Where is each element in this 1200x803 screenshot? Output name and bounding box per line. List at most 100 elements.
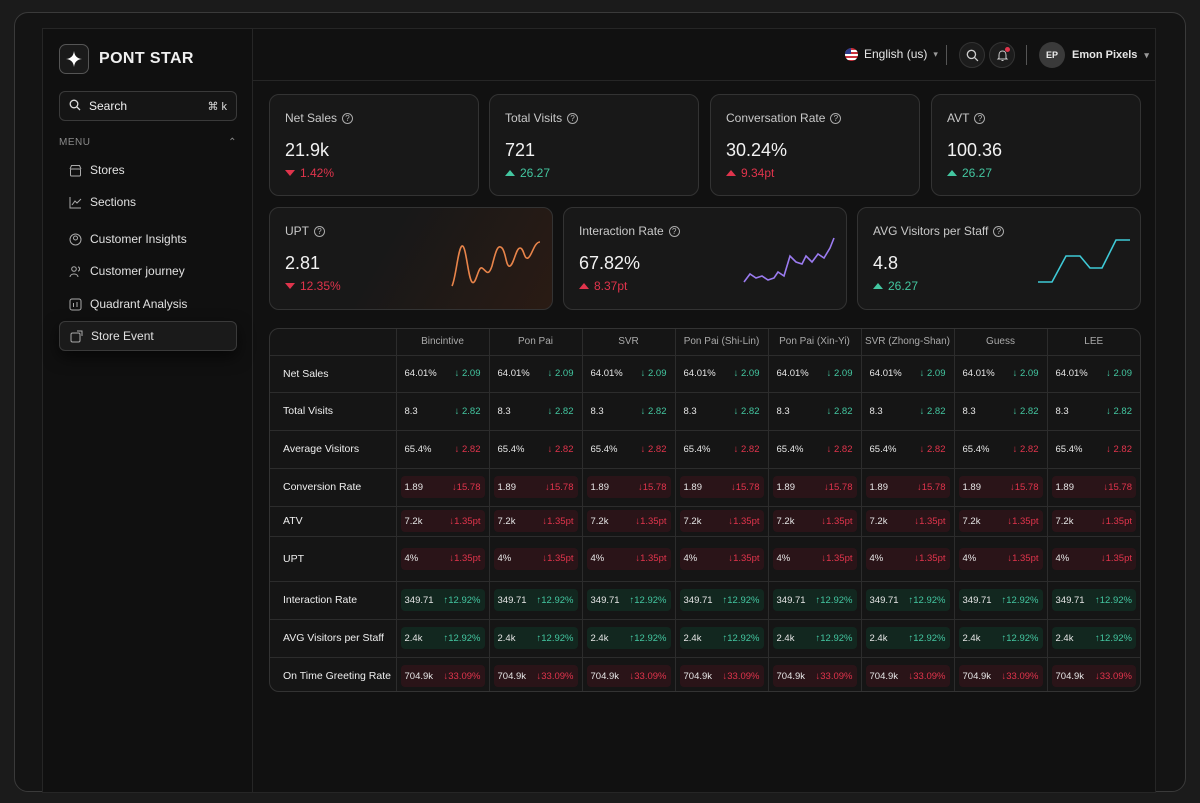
kpi-title: Conversation Rate <box>726 111 826 125</box>
metric-cell: 704.9k ↓33.09% <box>865 665 950 688</box>
table-column-header[interactable]: Guess <box>954 329 1048 356</box>
menu-section-header[interactable]: MENU ⌃ <box>59 137 237 148</box>
cell-value: 1.89 <box>1055 481 1075 493</box>
help-icon[interactable]: ? <box>993 225 1005 237</box>
sidebar-item-stores[interactable]: Stores <box>59 155 237 185</box>
kpi-delta: 26.27 <box>888 279 919 293</box>
cell-value: 4% <box>590 553 605 564</box>
cell-delta: ↓ 2.82 <box>1012 443 1039 455</box>
table-cell: 64.01% ↓ 2.09 <box>582 355 676 393</box>
chevron-down-icon: ▾ <box>933 48 938 59</box>
sidebar-item-sections[interactable]: Sections <box>59 187 237 217</box>
store-icon <box>68 163 82 177</box>
table-cell: 64.01% ↓ 2.09 <box>954 355 1048 393</box>
metric-cell: 4% ↓1.35pt <box>958 547 1043 570</box>
table-row: Interaction Rate 349.71 ↑12.92% 349.71 ↑12.9… <box>270 581 1140 620</box>
cell-value: 1.89 <box>404 481 424 493</box>
cell-value: 4% <box>962 553 977 564</box>
kpi-card-avt[interactable]: AVT? 100.36 26.27 <box>931 94 1141 196</box>
cell-delta: ↓ 2.09 <box>1106 368 1132 379</box>
user-menu[interactable]: EP Emon Pixels ▾ <box>1039 42 1149 68</box>
kpi-card-upt[interactable]: UPT? 2.81 12.35% <box>269 207 553 310</box>
kpi-card-avg-visitors-per-staff[interactable]: AVG Visitors per Staff? 4.8 26.27 <box>857 207 1141 310</box>
language-label: English (us) <box>864 47 928 61</box>
cell-delta: ↓15.78 <box>451 481 481 493</box>
sidebar-item-label: Quadrant Analysis <box>90 297 188 311</box>
row-label: Average Visitors <box>270 430 397 469</box>
cell-delta: ↓1.35pt <box>728 515 760 527</box>
table-column-header[interactable]: Bincintive <box>396 329 490 356</box>
notifications-button[interactable] <box>989 42 1015 68</box>
table-cell: 65.4% ↓ 2.82 <box>675 430 769 469</box>
cell-delta: ↓ 2.82 <box>1106 443 1132 455</box>
row-label: Net Sales <box>270 355 397 393</box>
help-icon[interactable]: ? <box>567 112 579 124</box>
kpi-card-conversation-rate[interactable]: Conversation Rate? 30.24% 9.34pt <box>710 94 920 196</box>
table-cell: 704.9k ↓33.09% <box>768 657 862 691</box>
cell-delta: ↓33.09% <box>629 670 667 682</box>
cell-value: 2.4k <box>497 632 516 644</box>
table-column-header[interactable]: Pon Pai (Xin-Yi) <box>768 329 862 356</box>
metric-cell: 1.89 ↓15.78 <box>400 476 485 498</box>
cell-delta: ↑12.92% <box>908 594 946 606</box>
table-cell: 4% ↓1.35pt <box>954 536 1048 582</box>
sidebar-item-label: Sections <box>90 195 137 209</box>
metric-cell: 4% ↓1.35pt <box>679 547 764 570</box>
cell-value: 8.3 <box>683 405 697 417</box>
cell-value: 349.71 <box>776 594 806 606</box>
cell-delta: ↑12.92% <box>443 632 481 644</box>
sidebar-item-store-event[interactable]: Store Event <box>59 321 237 351</box>
help-icon[interactable]: ? <box>314 225 325 237</box>
event-icon <box>69 329 83 343</box>
metric-cell: 349.71 ↑12.92% <box>865 589 950 611</box>
kpi-card-interaction-rate[interactable]: Interaction Rate? 67.82% 8.37pt <box>563 207 847 310</box>
metric-cell: 704.9k ↓33.09% <box>493 665 578 688</box>
table-column-header[interactable]: Pon Pai (Shi-Lin) <box>675 329 769 356</box>
sparkline-avg-visitors <box>1038 239 1130 283</box>
kpi-value: 30.24% <box>726 140 788 160</box>
search-input[interactable]: Search ⌘ k <box>59 91 237 121</box>
cell-value: 65.4% <box>962 443 990 455</box>
kpi-card-total-visits[interactable]: Total Visits? 721 26.27 <box>489 94 699 196</box>
metric-cell: 2.4k ↑12.92% <box>772 627 857 649</box>
metric-cell: 2.4k ↑12.92% <box>493 627 578 649</box>
metric-cell: 65.4% ↓ 2.82 <box>1052 438 1137 460</box>
table-cell: 65.4% ↓ 2.82 <box>396 430 490 469</box>
kpi-value: 100.36 <box>947 140 1003 160</box>
sidebar-item-quadrant-analysis[interactable]: Quadrant Analysis <box>59 289 237 319</box>
table-column-header[interactable]: LEE <box>1047 329 1140 356</box>
cell-delta: ↓1.35pt <box>1007 553 1039 564</box>
metric-cell: 8.3 ↓ 2.82 <box>680 400 764 422</box>
language-selector[interactable]: English (us) ▾ <box>845 47 938 61</box>
help-icon[interactable]: ? <box>668 225 680 237</box>
metric-cell: 349.71 ↑12.92% <box>586 589 671 611</box>
cell-value: 65.4% <box>683 443 711 455</box>
search-button[interactable] <box>959 42 985 68</box>
metric-cell: 65.4% ↓ 2.82 <box>773 438 857 460</box>
cell-value: 8.3 <box>962 405 976 417</box>
kpi-delta: 26.27 <box>520 166 551 180</box>
metric-cell: 7.2k ↓1.35pt <box>772 510 857 532</box>
metric-cell: 7.2k ↓1.35pt <box>1051 510 1136 532</box>
cell-value: 7.2k <box>1055 515 1074 527</box>
brand-logo[interactable]: PONT STAR <box>59 44 194 74</box>
metric-cell: 1.89 ↓15.78 <box>958 476 1043 498</box>
cell-value: 4% <box>1055 553 1070 564</box>
help-icon[interactable]: ? <box>342 112 354 124</box>
sidebar-item-customer-insights[interactable]: Customer Insights <box>59 224 237 254</box>
help-icon[interactable]: ? <box>830 112 842 124</box>
us-flag-icon <box>845 47 858 61</box>
row-label: AVG Visitors per Staff <box>270 619 397 658</box>
table-column-header[interactable]: SVR <box>582 329 676 356</box>
chevron-up-icon: ⌃ <box>228 137 237 148</box>
table-column-header[interactable]: SVR (Zhong-Shan) <box>861 329 955 356</box>
kpi-title: UPT <box>285 224 309 238</box>
help-icon[interactable]: ? <box>974 112 986 124</box>
table-column-header[interactable]: Pon Pai <box>489 329 583 356</box>
sidebar-item-customer-journey[interactable]: Customer journey <box>59 256 237 286</box>
kpi-title: Interaction Rate <box>579 224 664 238</box>
kpi-title: Total Visits <box>505 111 563 125</box>
table-cell: 349.71 ↑12.92% <box>768 581 862 620</box>
kpi-card-net-sales[interactable]: Net Sales? 21.9k 1.42% <box>269 94 479 196</box>
cell-delta: ↑12.92% <box>1095 632 1132 644</box>
